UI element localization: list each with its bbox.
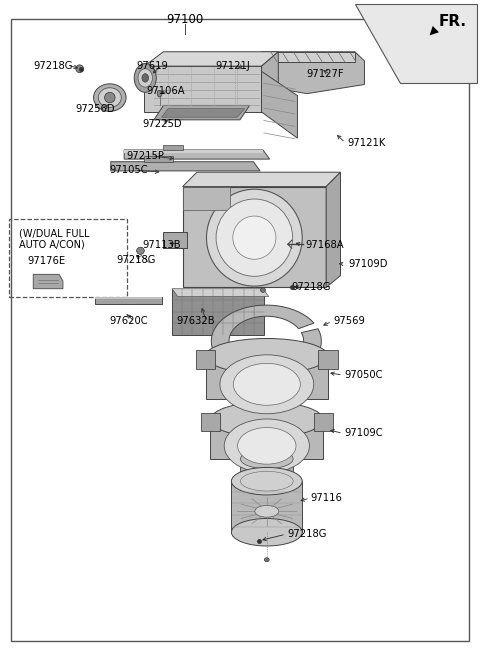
Ellipse shape — [134, 64, 156, 92]
Text: 97127F: 97127F — [306, 69, 344, 79]
Polygon shape — [262, 72, 298, 138]
Text: 97168A: 97168A — [305, 240, 344, 250]
Ellipse shape — [264, 558, 269, 562]
Text: 97620C: 97620C — [110, 316, 148, 327]
Text: 97106A: 97106A — [147, 86, 185, 96]
Text: 97176E: 97176E — [27, 256, 65, 266]
Polygon shape — [231, 482, 302, 532]
Polygon shape — [210, 420, 323, 459]
Text: 97105C: 97105C — [110, 165, 148, 175]
Ellipse shape — [233, 363, 300, 405]
Text: 97215P: 97215P — [126, 151, 164, 161]
Text: 97113B: 97113B — [143, 240, 181, 250]
Polygon shape — [33, 274, 63, 289]
Text: FR.: FR. — [439, 14, 467, 29]
Ellipse shape — [220, 355, 314, 414]
Ellipse shape — [157, 91, 162, 97]
Ellipse shape — [142, 73, 149, 82]
Text: 97225D: 97225D — [142, 119, 181, 129]
Text: (W/DUAL FULL
AUTO A/CON): (W/DUAL FULL AUTO A/CON) — [19, 228, 89, 250]
Text: 97218G: 97218G — [117, 255, 156, 265]
Polygon shape — [172, 289, 269, 297]
Text: 97100: 97100 — [167, 13, 204, 26]
Polygon shape — [144, 52, 278, 66]
Polygon shape — [124, 150, 263, 153]
Ellipse shape — [231, 518, 302, 546]
Polygon shape — [96, 297, 162, 304]
Polygon shape — [144, 157, 173, 162]
Polygon shape — [182, 173, 340, 186]
Ellipse shape — [76, 65, 84, 73]
Text: 97116: 97116 — [311, 493, 343, 503]
Polygon shape — [240, 459, 293, 478]
Polygon shape — [161, 109, 245, 117]
Polygon shape — [314, 413, 333, 432]
Ellipse shape — [205, 338, 328, 374]
Bar — [172, 289, 264, 335]
Ellipse shape — [206, 189, 302, 286]
Ellipse shape — [94, 84, 126, 112]
Text: 97050C: 97050C — [344, 370, 383, 380]
Ellipse shape — [137, 247, 144, 255]
Polygon shape — [262, 52, 278, 112]
Polygon shape — [205, 356, 328, 399]
Polygon shape — [154, 106, 250, 120]
Polygon shape — [111, 162, 260, 171]
Polygon shape — [319, 350, 337, 369]
Ellipse shape — [105, 92, 115, 103]
Ellipse shape — [231, 468, 302, 495]
Polygon shape — [211, 305, 321, 377]
Polygon shape — [355, 4, 477, 83]
Text: 97619: 97619 — [137, 60, 168, 70]
Polygon shape — [262, 52, 364, 94]
Polygon shape — [182, 186, 326, 287]
Text: 97218G: 97218G — [33, 60, 73, 70]
Polygon shape — [201, 413, 220, 432]
Polygon shape — [163, 145, 182, 150]
Polygon shape — [163, 232, 187, 248]
Ellipse shape — [238, 428, 296, 464]
Polygon shape — [262, 52, 355, 62]
Ellipse shape — [240, 449, 293, 469]
Polygon shape — [326, 173, 340, 287]
Polygon shape — [144, 66, 262, 112]
Text: 97109C: 97109C — [344, 428, 383, 438]
Text: 97256D: 97256D — [75, 104, 115, 113]
Polygon shape — [96, 297, 162, 299]
Text: 97121J: 97121J — [215, 60, 250, 70]
Polygon shape — [182, 186, 230, 210]
Bar — [9, 219, 127, 297]
Ellipse shape — [138, 69, 153, 87]
Ellipse shape — [255, 505, 279, 517]
Text: 97218G: 97218G — [287, 529, 326, 539]
Ellipse shape — [216, 199, 293, 276]
Ellipse shape — [210, 402, 323, 438]
Ellipse shape — [233, 216, 276, 259]
Polygon shape — [196, 350, 215, 369]
Ellipse shape — [98, 88, 121, 108]
Text: 97109D: 97109D — [348, 259, 388, 269]
Text: 97632B: 97632B — [177, 316, 216, 327]
Ellipse shape — [224, 419, 310, 473]
Ellipse shape — [261, 288, 265, 293]
Text: 97121K: 97121K — [347, 138, 385, 148]
Text: 97569: 97569 — [333, 316, 365, 327]
Polygon shape — [124, 150, 270, 159]
Text: 97218G: 97218G — [292, 283, 331, 293]
